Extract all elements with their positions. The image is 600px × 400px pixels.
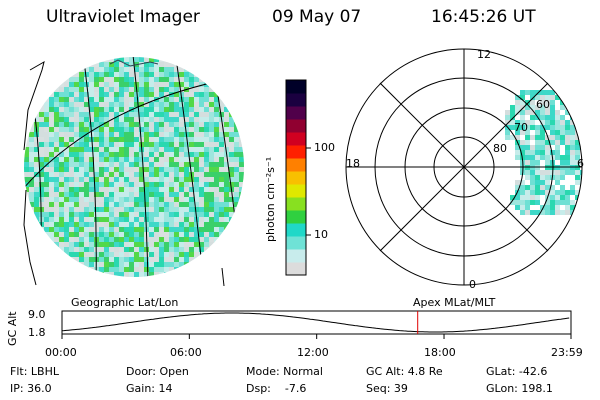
polar-plot (345, 48, 583, 286)
colorbar-band (286, 171, 306, 185)
mlt-label-0: 0 (469, 278, 476, 291)
colorbar-unit-label: photon cm⁻²s⁻¹ (264, 156, 277, 242)
info-mode: Mode: Normal (246, 365, 323, 378)
altitude-xtick-1: 06:00 (170, 346, 202, 359)
colorbar-band (286, 236, 306, 250)
altitude-xtick-3: 18:00 (424, 346, 456, 359)
colorbar-band (286, 80, 306, 94)
mlt-label-18: 18 (346, 157, 360, 170)
colorbar-tick-10: 10 (314, 228, 328, 241)
apex-projection-label: Apex MLat/MLT (413, 296, 496, 309)
info-dsp: Dsp: -7.6 (246, 382, 307, 395)
info-glon: GLon: 198.1 (486, 382, 553, 395)
altitude-xtick-2: 12:00 (297, 346, 329, 359)
colorbar-tick-100: 100 (314, 141, 335, 154)
altitude-ytick-low: 1.8 (28, 326, 46, 339)
colorbar-band (286, 93, 306, 107)
colorbar-band (286, 132, 306, 146)
mlt-label-6: 6 (577, 157, 584, 170)
info-gc-alt: GC Alt: 4.8 Re (366, 365, 443, 378)
altitude-xtick-4: 23:59 (551, 346, 583, 359)
colorbar-band (286, 106, 306, 120)
geographic-image (23, 57, 244, 287)
mlat-label-60: 60 (536, 98, 550, 111)
colorbar-band (286, 158, 306, 172)
mlat-label-70: 70 (514, 121, 528, 134)
geographic-projection-label: Geographic Lat/Lon (71, 296, 179, 309)
date-label: 09 May 07 (272, 7, 362, 27)
altitude-ytick-high: 9.0 (28, 308, 46, 321)
colorbar-band (286, 145, 306, 159)
colorbar-band (286, 210, 306, 224)
info-door: Door: Open (126, 365, 189, 378)
info-gain: Gain: 14 (126, 382, 173, 395)
mlat-label-80: 80 (493, 142, 507, 155)
info-filter: Flt: LBHL (10, 365, 59, 378)
colorbar-band (286, 223, 306, 237)
time-label: 16:45:26 UT (431, 7, 536, 27)
colorbar-band (286, 262, 306, 276)
colorbar-band (286, 119, 306, 133)
info-seq: Seq: 39 (366, 382, 408, 395)
colorbar-band (286, 197, 306, 211)
altitude-xtick-0: 00:00 (45, 346, 77, 359)
colorbar-band (286, 184, 306, 198)
info-glat: GLat: -42.6 (486, 365, 548, 378)
colorbar-band (286, 249, 306, 263)
colorbar (285, 79, 311, 276)
info-ip: IP: 36.0 (10, 382, 52, 395)
altitude-plot (61, 310, 572, 339)
mlt-label-12: 12 (477, 48, 491, 61)
altitude-axis-label: GC Alt (6, 311, 19, 346)
instrument-title: Ultraviolet Imager (46, 7, 200, 27)
